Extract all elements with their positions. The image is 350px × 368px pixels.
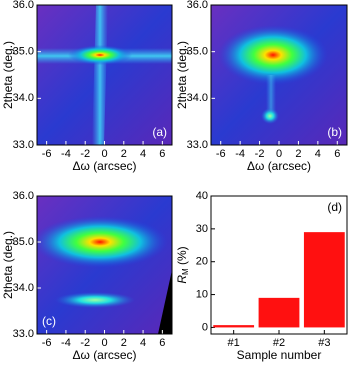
x-tick-label: #3: [318, 337, 330, 349]
x-tick-label: 2: [295, 148, 301, 160]
x-tick-label: -4: [235, 148, 245, 160]
y-tick-label: 34.0: [187, 92, 208, 104]
x-axis-label: Sample number: [237, 348, 322, 362]
panel-label: (b): [327, 125, 342, 139]
x-tick-label: 4: [140, 337, 146, 349]
y-axis-label-part: (%): [175, 246, 189, 268]
y-tick-label: 20: [196, 256, 208, 268]
frame: [36, 195, 173, 335]
frame: [210, 195, 348, 335]
y-axis-label: 2theta (deg.): [1, 41, 15, 109]
heatmap-b: [211, 5, 347, 145]
x-tick-label: -4: [61, 148, 71, 160]
x-axis-label: Δω (arcsec): [72, 348, 136, 362]
y-tick-label: 34.0: [13, 92, 34, 104]
frame: [210, 4, 348, 146]
heatmap-a: [37, 5, 172, 145]
y-tick-label: 33.0: [187, 139, 208, 151]
x-tick-label: -6: [42, 337, 52, 349]
y-tick-label: 35.0: [13, 236, 34, 248]
x-tick-label: 6: [159, 148, 165, 160]
bar: [213, 325, 255, 328]
panel-label: (d): [327, 200, 342, 214]
y-tick-label: 35.0: [187, 46, 208, 58]
x-tick-label: 0: [101, 148, 107, 160]
x-axis-label: Δω (arcsec): [72, 159, 136, 173]
y-tick-label: 36.0: [13, 0, 34, 11]
x-tick-label: -2: [80, 337, 90, 349]
y-axis-label: 2theta (deg.): [175, 41, 189, 109]
bar: [258, 297, 300, 328]
x-tick-label: #2: [273, 337, 285, 349]
frame: [36, 4, 173, 146]
y-axis-label: 2theta (deg.): [1, 231, 15, 299]
x-tick-label: -2: [80, 148, 90, 160]
y-axis-label-part: R: [175, 275, 189, 284]
y-tick-label: 36.0: [13, 190, 34, 202]
y-axis-label: RM (%): [175, 246, 190, 283]
y-tick-label: 34.0: [13, 282, 34, 294]
y-tick-label: 36.0: [187, 0, 208, 11]
y-tick-label: 30: [196, 223, 208, 235]
y-tick-label: 10: [196, 288, 208, 300]
y-tick-label: 40: [196, 190, 208, 202]
panel-label: (a): [152, 125, 167, 139]
x-tick-label: 2: [121, 337, 127, 349]
x-tick-label: 6: [159, 337, 165, 349]
x-tick-label: 4: [140, 148, 146, 160]
x-tick-label: 6: [334, 148, 340, 160]
x-tick-label: -6: [42, 148, 52, 160]
y-tick-label: 33.0: [13, 328, 34, 340]
bar: [303, 232, 345, 328]
x-tick-label: 2: [121, 148, 127, 160]
x-tick-label: -2: [255, 148, 265, 160]
x-tick-label: -6: [216, 148, 226, 160]
y-tick-label: 33.0: [13, 139, 34, 151]
y-tick-label: 35.0: [13, 46, 34, 58]
x-tick-label: 4: [315, 148, 321, 160]
x-tick-label: 0: [276, 148, 282, 160]
x-tick-label: #1: [228, 337, 240, 349]
x-tick-label: -4: [61, 337, 71, 349]
y-axis-label-part: M: [181, 268, 190, 275]
x-axis-label: Δω (arcsec): [247, 159, 311, 173]
x-tick-label: 0: [101, 337, 107, 349]
panel-label: (c): [42, 314, 56, 328]
heatmap-c: [37, 196, 172, 334]
y-tick-label: 0: [202, 321, 208, 333]
